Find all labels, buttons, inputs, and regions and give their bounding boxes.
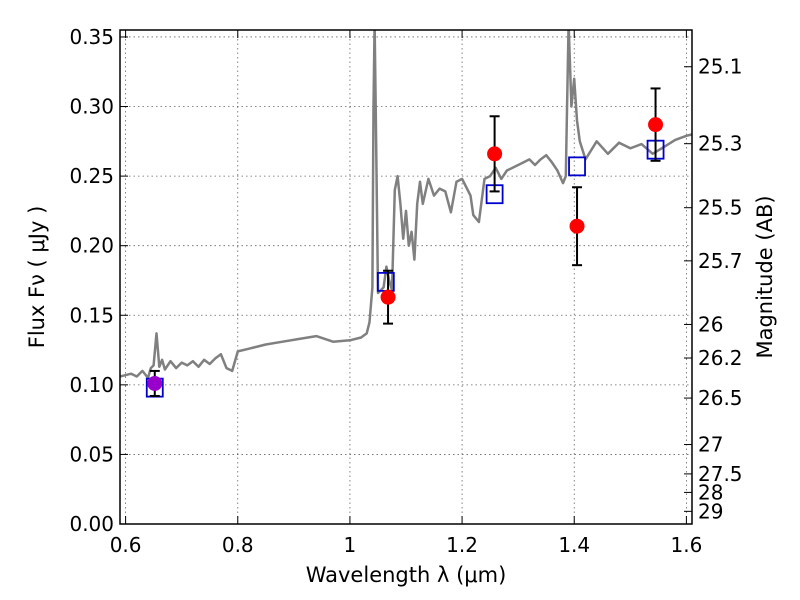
y-tick-label: 0.25: [69, 164, 114, 188]
spectrum-line: [120, 30, 692, 380]
ticks: [120, 30, 692, 525]
y-tick-label: 0.10: [69, 373, 114, 397]
observed-point: [147, 375, 163, 391]
y2-tick-label: 25.5: [698, 196, 743, 220]
x-tick-label: 1.2: [446, 533, 478, 557]
marker-layer: [145, 87, 665, 398]
y-axis-title: Flux Fν ( μJy ): [25, 206, 49, 349]
spectrum-layer: [120, 30, 692, 380]
x-tick-label: 0.8: [222, 533, 254, 557]
y-tick-label: 0.30: [69, 95, 114, 119]
x-tick-label: 1.6: [670, 533, 702, 557]
y-tick-label: 0.15: [69, 303, 114, 327]
x-axis-title: Wavelength λ (μm): [306, 563, 507, 587]
y2-tick-label: 29: [698, 499, 723, 523]
observed-point: [487, 146, 503, 162]
y-tick-label: 0.20: [69, 234, 114, 258]
y2-tick-label: 26.2: [698, 346, 743, 370]
y2-tick-label: 25.7: [698, 249, 743, 273]
y2-tick-label: 26.5: [698, 386, 743, 410]
plot-frame: [119, 29, 693, 525]
x-tick-label: 0.6: [110, 533, 142, 557]
observed-point: [648, 117, 664, 133]
grid: [120, 30, 692, 525]
y2-axis-title: Magnitude (AB): [753, 195, 777, 358]
y2-tick-label: 27: [698, 433, 723, 457]
y-tick-label: 0.05: [69, 442, 114, 466]
y2-tick-label: 27.5: [698, 462, 743, 486]
y2-tick-label: 28: [698, 480, 723, 504]
model-square-point: [568, 156, 586, 177]
x-tick-label: 1: [344, 533, 357, 557]
x-tick-label: 1.4: [558, 533, 590, 557]
observed-point: [569, 218, 585, 234]
tick-labels: 0.6 0.8 1 1.2 1.4 1.6 0.00 0.05 0.10 0.15 0.20 0.25…: [69, 25, 742, 557]
y2-tick-label: 25.1: [698, 55, 743, 79]
y2-tick-label: 25.3: [698, 132, 743, 156]
observed-point: [380, 289, 396, 305]
y-tick-label: 0.35: [69, 25, 114, 49]
y-tick-label: 0.00: [69, 512, 114, 536]
y2-tick-label: 26: [698, 312, 723, 336]
